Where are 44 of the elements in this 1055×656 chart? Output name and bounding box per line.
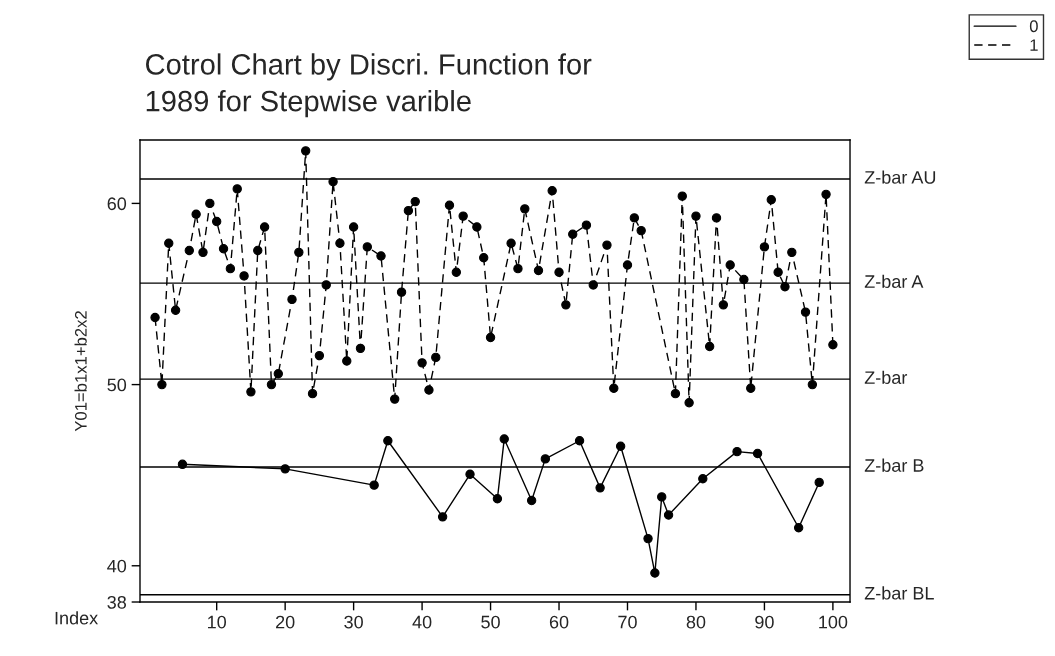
x-tick-label: 80 [686, 615, 706, 629]
x-tick-label: 90 [755, 615, 774, 629]
ref-line-label: Z-bar B [864, 458, 924, 472]
point [574, 436, 585, 446]
point [615, 441, 626, 451]
x-tick-label: 70 [618, 615, 637, 629]
ref-line-label: Z-bar AU [864, 170, 936, 184]
x-tick-label: 100 [819, 615, 848, 629]
x-axis-title: Index [55, 611, 98, 625]
point [657, 492, 667, 502]
y-tick-label: 38 [107, 595, 127, 609]
chart-title: Cotrol Chart by Discri. Function for 1989 for Stepwise varible [146, 53, 592, 118]
ref-line-label: Z-bar A [864, 274, 924, 288]
x-tick-label: 10 [208, 615, 227, 629]
point [650, 568, 660, 578]
point [595, 483, 605, 493]
x-tick-label: 50 [481, 615, 500, 629]
point [499, 434, 509, 444]
ref-line-label: Z-bar [864, 370, 908, 384]
x-tick-label: 20 [276, 615, 295, 629]
point [643, 533, 653, 544]
point [369, 480, 379, 490]
point [793, 523, 804, 533]
point [465, 469, 475, 479]
point [814, 477, 824, 488]
point [526, 495, 537, 506]
legend-label: 0 [1029, 20, 1038, 33]
x-tick-label: 60 [549, 615, 569, 629]
y-axis-title: Y01=b1x1+b2x2 [74, 311, 87, 432]
legend-label: 1 [1030, 39, 1038, 51]
point [540, 454, 551, 464]
x-tick-label: 40 [412, 615, 432, 629]
point [492, 494, 503, 504]
point [752, 448, 763, 459]
y-tick-label: 50 [107, 378, 127, 392]
ref-line-label: Z-bar BL [864, 586, 934, 600]
y-tick-label: 60 [107, 197, 127, 211]
point [698, 474, 708, 484]
y-tick-label: 40 [107, 559, 127, 573]
point [383, 436, 393, 446]
point [732, 446, 742, 457]
point [437, 512, 448, 522]
point [663, 510, 674, 520]
x-tick-label: 30 [344, 615, 363, 629]
